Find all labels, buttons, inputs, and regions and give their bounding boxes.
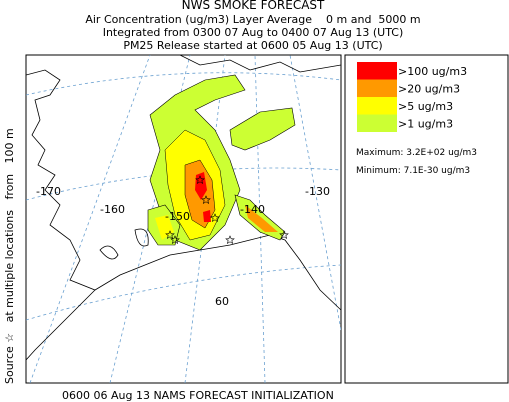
map-label: 60: [215, 295, 229, 308]
title: NWS SMOKE FORECAST: [182, 0, 325, 12]
coastline: [26, 289, 96, 361]
legend-maximum: Maximum: 3.2E+02 ug/m3: [356, 148, 477, 158]
subtitle-line: Air Concentration (ug/m3) Layer Average …: [85, 13, 420, 26]
coastline: [179, 55, 341, 73]
map-label: -140: [240, 203, 265, 216]
coastline: [99, 228, 149, 260]
plume: [245, 205, 278, 232]
plume: [195, 172, 211, 222]
map-label: -170: [36, 185, 61, 198]
legend-swatch: [357, 79, 397, 97]
coastline: [26, 69, 341, 311]
map: -170 -160 -150 -140 -130 60: [25, 54, 342, 384]
source-stars: [165, 175, 289, 244]
lon-line: [29, 55, 151, 383]
map-label: -160: [100, 203, 125, 216]
map-label: -150: [165, 210, 190, 223]
footer: 0600 06 Aug 13 NAMS FORECAST INITIALIZAT…: [62, 389, 334, 402]
legend-swatch: [357, 97, 397, 115]
legend-swatch: [357, 62, 397, 80]
lat-line: [26, 264, 341, 321]
legend-minimum: Minimum: 7.1E-30 ug/m3: [356, 166, 470, 176]
legend-swatch: [357, 114, 397, 132]
side-label: Source ☆ at multiple locations from 100 …: [3, 128, 16, 384]
lon-line: [184, 55, 226, 383]
plume: [229, 107, 296, 151]
plume: [155, 215, 174, 240]
legend-label: >20 ug/m3: [398, 83, 460, 96]
legend-label: >1 ug/m3: [398, 118, 453, 131]
legend-label: >5 ug/m3: [398, 100, 453, 113]
lon-line: [289, 55, 341, 331]
subtitle-line: Integrated from 0300 07 Aug to 0400 07 A…: [103, 26, 404, 39]
map-label: -130: [305, 185, 330, 198]
subtitle-line: PM25 Release started at 0600 05 Aug 13 (…: [123, 39, 382, 52]
legend-label: >100 ug/m3: [398, 65, 467, 78]
legend: Maximum: 3.2E+02 ug/m3 Minimum: 7.1E-30 …: [344, 54, 509, 384]
lat-line: [26, 72, 341, 96]
